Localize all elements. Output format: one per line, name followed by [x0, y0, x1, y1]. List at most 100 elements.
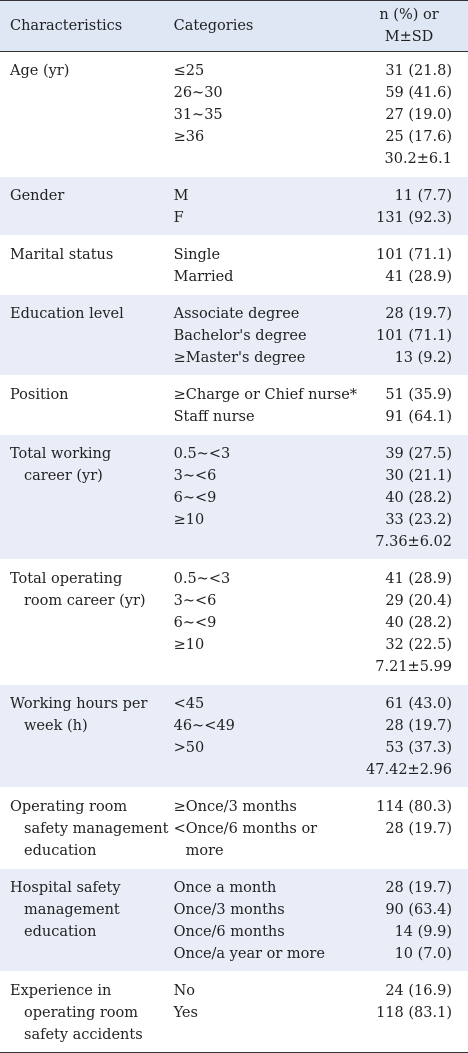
category-text: ≥36 — [173, 129, 205, 145]
category-cell: Once a month Once/3 months Once/6 months On… — [174, 869, 366, 972]
value-cell: 28 (19.7) 90 (63.4) 14 (9.9) 10 (7.0) — [366, 869, 468, 972]
value-cell: 41 (28.9) 29 (20.4) 40 (28.2) 32 (22.5) 7.21… — [366, 560, 468, 685]
header-value: n (%) or M±SD — [366, 1, 468, 52]
category-text: 31~35 — [173, 107, 223, 123]
table-row: Operating room safety management education… — [0, 788, 468, 869]
table-row: Position ≥Charge or Chief nurse* Staff nur… — [0, 376, 468, 435]
category-text: M — [173, 188, 189, 204]
header-categories: Categories — [173, 18, 254, 34]
category-text — [174, 531, 366, 553]
category-text: Once a month — [173, 880, 277, 896]
value-cell: 24 (16.9) 118 (83.1) — [366, 972, 468, 1053]
category-text: Once/6 months — [173, 924, 285, 940]
value-text: 28 (19.7) — [385, 306, 452, 322]
category-text: 6~<9 — [173, 615, 217, 631]
value-text: 101 (71.1) — [376, 247, 452, 263]
value-cell: 51 (35.9) 91 (64.1) — [366, 376, 468, 435]
characteristic-text: room career (yr) — [24, 593, 146, 609]
value-text: 101 (71.1) — [376, 328, 452, 344]
value-text: 7.36±6.02 — [375, 534, 452, 550]
category-text: >50 — [173, 740, 205, 756]
category-text: ≥Charge or Chief nurse* — [173, 387, 358, 403]
characteristic-text: Total working — [10, 446, 112, 462]
category-cell: Single Married — [174, 236, 366, 295]
category-text: F — [173, 210, 184, 226]
category-text: 3~<6 — [173, 468, 217, 484]
table-row: Experience in operating room safety accide… — [0, 972, 468, 1053]
value-text: 28 (19.7) — [385, 821, 452, 837]
characteristic-text: Experience in — [10, 983, 112, 999]
characteristic-cell: Age (yr) — [0, 52, 174, 177]
characteristic-text: Position — [10, 387, 69, 403]
value-text: 10 (7.0) — [394, 946, 452, 962]
category-cell: 0.5~<3 3~<6 6~<9 ≥10 — [174, 435, 366, 560]
category-text: 0.5~<3 — [173, 571, 231, 587]
characteristic-text: operating room — [24, 1005, 139, 1021]
characteristic-text: Gender — [10, 188, 65, 204]
value-text: 39 (27.5) — [385, 446, 452, 462]
characteristic-text: Operating room — [10, 799, 128, 815]
value-text: 14 (9.9) — [394, 924, 452, 940]
characteristic-text: Hospital safety — [10, 880, 121, 896]
value-text: 7.21±5.99 — [375, 659, 452, 675]
category-text: Married — [173, 269, 234, 285]
value-text: 33 (23.2) — [385, 512, 452, 528]
value-text: 118 (83.1) — [376, 1005, 452, 1021]
characteristic-text: Age (yr) — [10, 63, 70, 79]
category-text: ≥10 — [173, 512, 205, 528]
characteristic-text: education — [24, 843, 97, 859]
characteristic-cell: Marital status — [0, 236, 174, 295]
characteristic-cell: Hospital safety management education — [0, 869, 174, 972]
header-value-line1: n (%) or — [379, 7, 439, 23]
characteristic-cell: Total working career (yr) — [0, 435, 174, 560]
category-text — [174, 656, 366, 678]
value-text: 91 (64.1) — [385, 409, 452, 425]
category-cell: Associate degree Bachelor's degree ≥Master… — [174, 295, 366, 376]
category-text: 6~<9 — [173, 490, 217, 506]
table-row: Gender M F 11 (7.7) 131 (92.3) — [0, 176, 468, 236]
value-text: 24 (16.9) — [385, 983, 452, 999]
header-value-line2: M±SD — [384, 29, 434, 45]
characteristic-text: Marital status — [10, 247, 114, 263]
value-text: 61 (43.0) — [385, 696, 452, 712]
value-cell: 39 (27.5) 30 (21.1) 40 (28.2) 33 (23.2) 7.36… — [366, 435, 468, 560]
value-text: 41 (28.9) — [385, 571, 452, 587]
value-cell: 28 (19.7) 101 (71.1) 13 (9.2) — [366, 295, 468, 376]
value-text: 131 (92.3) — [376, 210, 452, 226]
characteristic-cell: Experience in operating room safety accide… — [0, 972, 174, 1053]
category-text: 0.5~<3 — [173, 446, 231, 462]
value-text — [366, 840, 452, 862]
value-text: 90 (63.4) — [385, 902, 452, 918]
category-text: ≥10 — [173, 637, 205, 653]
category-cell: ≥Once/3 months <Once/6 months or more — [174, 788, 366, 869]
category-text: ≤25 — [173, 63, 205, 79]
value-text: 30.2±6.1 — [384, 151, 453, 167]
value-cell: 101 (71.1) 41 (28.9) — [366, 236, 468, 295]
value-text: 13 (9.2) — [394, 350, 452, 366]
category-text: Yes — [173, 1005, 198, 1021]
category-text: Once/3 months — [173, 902, 285, 918]
characteristic-text: education — [24, 924, 97, 940]
value-text: 32 (22.5) — [385, 637, 452, 653]
characteristic-cell: Position — [0, 376, 174, 435]
value-text: 51 (35.9) — [385, 387, 452, 403]
category-text: 26~30 — [173, 85, 223, 101]
value-text: 27 (19.0) — [385, 107, 452, 123]
value-text: 53 (37.3) — [385, 740, 452, 756]
category-text: <45 — [173, 696, 205, 712]
characteristic-cell: Operating room safety management education — [0, 788, 174, 869]
category-cell: <45 46~<49 >50 — [174, 685, 366, 788]
category-text: ≥Once/3 months — [173, 799, 297, 815]
category-text: more — [185, 843, 224, 859]
category-text — [174, 759, 366, 781]
category-text: 3~<6 — [173, 593, 217, 609]
characteristic-text: career (yr) — [24, 468, 103, 484]
table-row: Education level Associate degree Bachelor'… — [0, 294, 468, 376]
value-cell: 31 (21.8) 59 (41.6) 27 (19.0) 25 (17.6) 30.2… — [366, 52, 468, 177]
header-characteristics: Characteristics — [10, 18, 123, 34]
characteristic-cell: Working hours per week (h) — [0, 685, 174, 788]
category-text: Bachelor's degree — [173, 328, 307, 344]
table-row: Hospital safety management education Once a… — [0, 868, 468, 972]
characteristic-text: safety accidents — [24, 1027, 143, 1043]
